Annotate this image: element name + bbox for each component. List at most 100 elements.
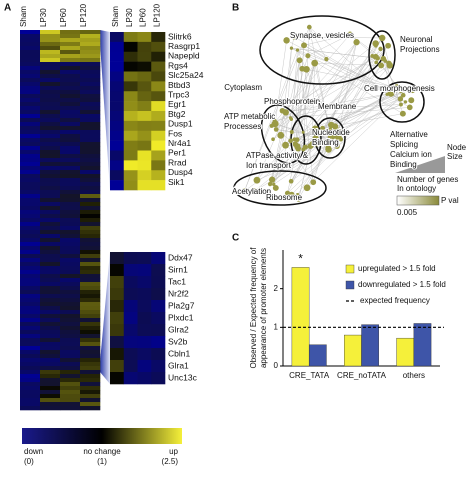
heat-cell bbox=[60, 150, 81, 155]
edge bbox=[280, 48, 292, 136]
heat-cell bbox=[80, 102, 101, 107]
heat-cell bbox=[20, 282, 41, 287]
heat-cell bbox=[40, 102, 61, 107]
node bbox=[288, 191, 295, 198]
heat-cell bbox=[80, 222, 101, 227]
heat-cell bbox=[137, 288, 152, 301]
heat-cell bbox=[123, 324, 138, 337]
gene-label: Per1 bbox=[168, 148, 186, 158]
heat-cell bbox=[40, 346, 61, 351]
node bbox=[289, 130, 294, 134]
heat-cell bbox=[80, 30, 101, 35]
heat-cell bbox=[20, 314, 41, 319]
heat-cell bbox=[80, 378, 101, 383]
heat-cell bbox=[80, 214, 101, 219]
heat-cell bbox=[80, 94, 101, 99]
heat-cell bbox=[40, 350, 61, 355]
zoom-wedge bbox=[100, 252, 110, 384]
heat-cell bbox=[20, 306, 41, 311]
heat-cell bbox=[20, 330, 41, 335]
heat-cell bbox=[20, 78, 41, 83]
heat-cell bbox=[123, 170, 138, 181]
heat-cell bbox=[60, 402, 81, 407]
heat-cell bbox=[60, 370, 81, 375]
heat-cell bbox=[60, 262, 81, 267]
node bbox=[294, 137, 300, 143]
heat-cell bbox=[60, 250, 81, 255]
edge bbox=[297, 55, 373, 147]
heat-cell bbox=[123, 101, 138, 112]
heat-cell bbox=[80, 90, 101, 95]
heat-cell bbox=[110, 360, 125, 373]
heat-cell bbox=[137, 324, 152, 337]
heat-cell bbox=[80, 178, 101, 183]
bar bbox=[361, 324, 379, 367]
node bbox=[289, 46, 294, 50]
heat-cell bbox=[60, 326, 81, 331]
heat-cell bbox=[80, 162, 101, 167]
node bbox=[324, 56, 329, 62]
heat-cell bbox=[20, 122, 41, 127]
pval-scale bbox=[396, 195, 440, 206]
heat-cell bbox=[80, 402, 101, 407]
heat-cell bbox=[40, 354, 61, 359]
heat-cell bbox=[20, 150, 41, 155]
node bbox=[374, 60, 379, 65]
gene-label: Rrad bbox=[168, 157, 187, 167]
heat-cell bbox=[40, 150, 61, 155]
gene-label: Plxdc1 bbox=[168, 312, 194, 322]
heat-cell bbox=[151, 61, 166, 72]
node bbox=[329, 139, 333, 143]
heat-cell bbox=[60, 294, 81, 299]
heat-cell bbox=[80, 198, 101, 203]
bar bbox=[291, 267, 310, 367]
edge bbox=[290, 63, 315, 141]
heat-cell bbox=[110, 150, 125, 161]
edge bbox=[303, 45, 327, 60]
edge bbox=[244, 27, 310, 192]
heat-cell bbox=[110, 372, 125, 385]
node bbox=[405, 87, 410, 92]
edge bbox=[254, 145, 311, 192]
heat-cell bbox=[80, 350, 101, 355]
heat-cell bbox=[20, 50, 41, 55]
heat-cell bbox=[40, 406, 61, 411]
node bbox=[398, 88, 404, 93]
heat-cell bbox=[20, 74, 41, 79]
heat-cell bbox=[40, 186, 61, 191]
heat-cell bbox=[20, 170, 41, 175]
heat-cell bbox=[110, 336, 125, 349]
heat-cell bbox=[40, 34, 61, 39]
heat-cell bbox=[40, 398, 61, 403]
node bbox=[408, 97, 415, 104]
legend-swatch bbox=[345, 280, 355, 290]
column-label: LP120 bbox=[153, 3, 162, 27]
heat-cell bbox=[80, 238, 101, 243]
heat-cell bbox=[40, 66, 61, 71]
heat-cell bbox=[40, 402, 61, 407]
heat-cell bbox=[137, 61, 152, 72]
heat-cell bbox=[20, 358, 41, 363]
node bbox=[241, 188, 248, 194]
column-label: LP30 bbox=[39, 8, 48, 27]
heat-cell bbox=[123, 288, 138, 301]
cluster bbox=[259, 15, 385, 85]
edge bbox=[296, 63, 315, 140]
heat-cell bbox=[151, 51, 166, 62]
heat-cell bbox=[40, 274, 61, 279]
heat-cell bbox=[151, 300, 166, 313]
heat-cell bbox=[60, 50, 81, 55]
heat-cell bbox=[20, 354, 41, 359]
network-label: Membrane bbox=[318, 102, 357, 111]
heat-cell bbox=[40, 338, 61, 343]
x-tick-label: CRE_noTATA bbox=[337, 371, 387, 380]
node bbox=[372, 40, 379, 47]
heat-cell bbox=[80, 286, 101, 291]
heat-cell bbox=[20, 174, 41, 179]
heat-cell bbox=[151, 91, 166, 102]
heat-cell bbox=[60, 230, 81, 235]
heat-cell bbox=[60, 286, 81, 291]
heat-cell bbox=[60, 222, 81, 227]
heat-cell bbox=[20, 290, 41, 295]
node bbox=[289, 117, 294, 121]
